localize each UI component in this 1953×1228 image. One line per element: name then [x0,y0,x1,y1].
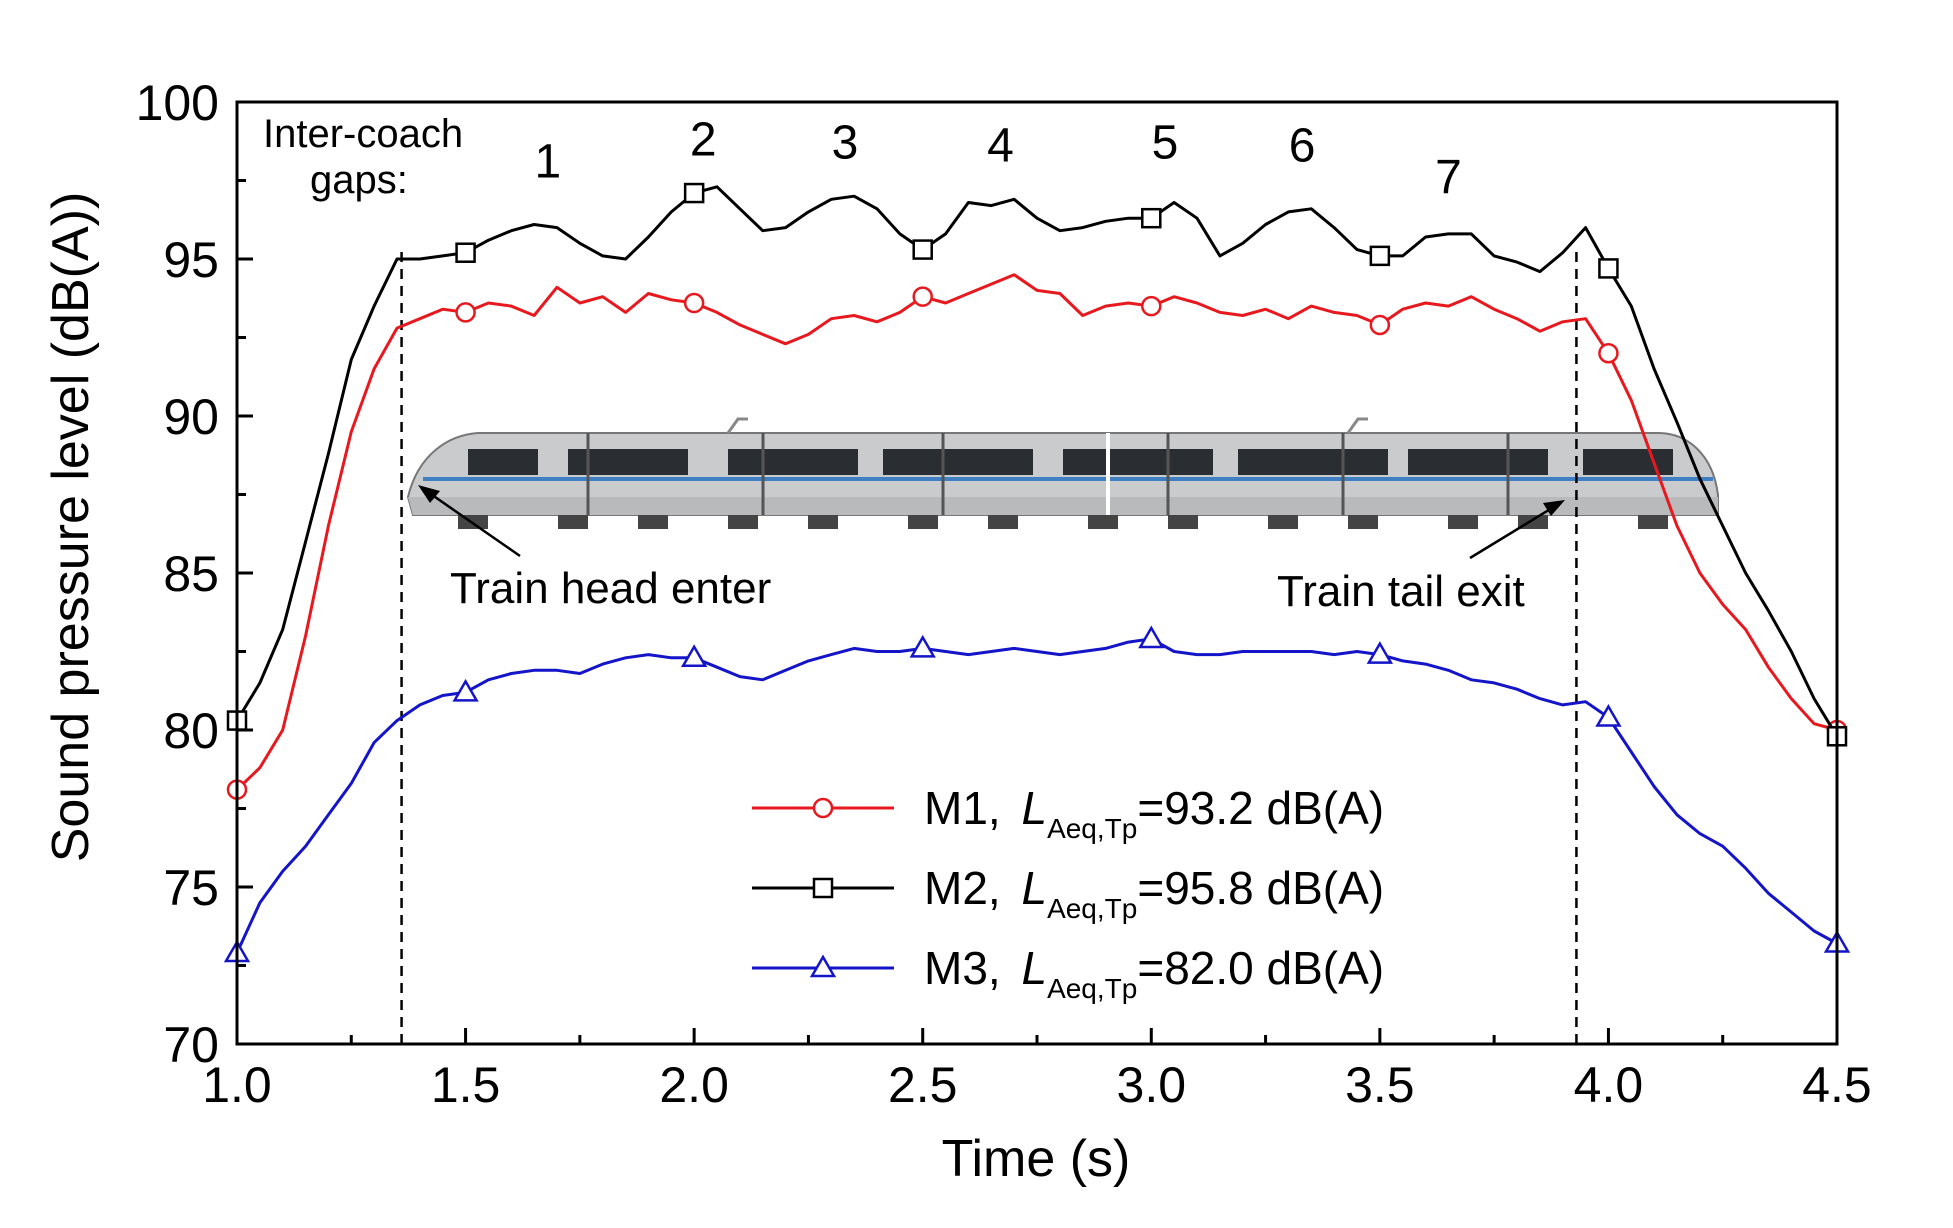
legend: M1, LAeq,Tp=93.2 dB(A) M2, LAeq,Tp=95.8 d… [752,782,1384,1004]
data-point-m2 [912,239,933,260]
series-line-m1 [235,273,1838,791]
y-tick-label: 95 [163,232,219,288]
train-head-arrow [424,488,521,558]
data-point-m1 [1598,342,1619,364]
gap-number: 3 [832,117,859,170]
train-illustration [406,417,1719,529]
series-line-m2 [235,185,1839,738]
train-head-arrowhead [418,485,440,503]
train-tail-label: Train tail exit [1277,567,1525,616]
x-tick-label: 1.5 [431,1057,501,1113]
data-point-m2 [1598,258,1619,279]
y-tick-label: 85 [163,546,219,602]
gap-number: 1 [535,135,562,188]
y-tick-label: 80 [163,703,219,759]
legend-marker-m2 [812,877,834,899]
gap-number: 6 [1289,120,1316,173]
data-point-m2 [1369,245,1391,267]
data-point-m3 [452,678,479,702]
data-point-m1 [683,292,705,314]
gaps-label-line2: gaps: [310,158,408,202]
train-tail-arrow [1469,503,1558,560]
x-tick-label: 2.0 [659,1057,729,1113]
x-axis-title: Time (s) [942,1130,1131,1188]
y-tick-label: 90 [163,389,219,445]
legend-label-m2: M2, LAeq,Tp=95.8 dB(A) [924,862,1384,924]
data-point-m1 [1141,295,1162,317]
data-point-m2 [455,242,476,263]
data-point-m3 [680,644,708,668]
y-tick-label: 100 [136,75,219,131]
y-tick-label: 70 [163,1017,219,1073]
y-tick-label: 75 [163,860,219,916]
x-tick-label: 4.5 [1802,1057,1872,1113]
data-point-m3 [1595,703,1622,727]
data-point-m1 [1369,314,1391,336]
gap-number: 2 [690,113,717,166]
series-line-m3 [235,637,1838,954]
gap-number: 5 [1152,117,1179,170]
y-tick-labels: 70 75 80 85 90 95 100 [136,75,219,1073]
data-point-m3 [1138,625,1165,649]
gap-number: 4 [987,120,1014,173]
data-point-m2 [1141,207,1162,229]
legend-marker-m3 [809,954,837,978]
event-markers [400,252,1578,1044]
gap-numbers: 1 2 3 4 5 6 7 [535,113,1462,204]
legend-marker-m1 [812,797,834,819]
x-tick-label: 4.0 [1574,1057,1644,1113]
x-tick-label: 3.0 [1117,1057,1187,1113]
gaps-label-line1: Inter-coach [263,112,463,156]
data-point-m2 [683,182,705,204]
data-point-m3 [909,634,936,658]
legend-label-m1: M1, LAeq,Tp=93.2 dB(A) [924,782,1384,844]
train-tail-arrowhead [1543,500,1565,516]
series-m2 [226,182,1848,747]
legend-label-m3: M3, LAeq,Tp=82.0 dB(A) [924,942,1384,1004]
tick-marks [235,100,1839,1046]
x-tick-labels: 1.0 1.5 2.0 2.5 3.0 3.5 4.0 4.5 [202,1057,1872,1113]
gap-number: 7 [1435,151,1462,204]
data-point-m1 [455,302,476,323]
series-layer [223,182,1851,963]
x-tick-label: 1.0 [202,1057,272,1113]
x-tick-label: 3.5 [1345,1057,1415,1113]
data-point-m3 [1366,641,1394,664]
x-tick-label: 2.5 [888,1057,958,1113]
data-point-m1 [912,286,933,307]
y-axis-title: Sound pressure level (dB(A)) [42,192,100,863]
train-head-label: Train head enter [450,564,771,613]
